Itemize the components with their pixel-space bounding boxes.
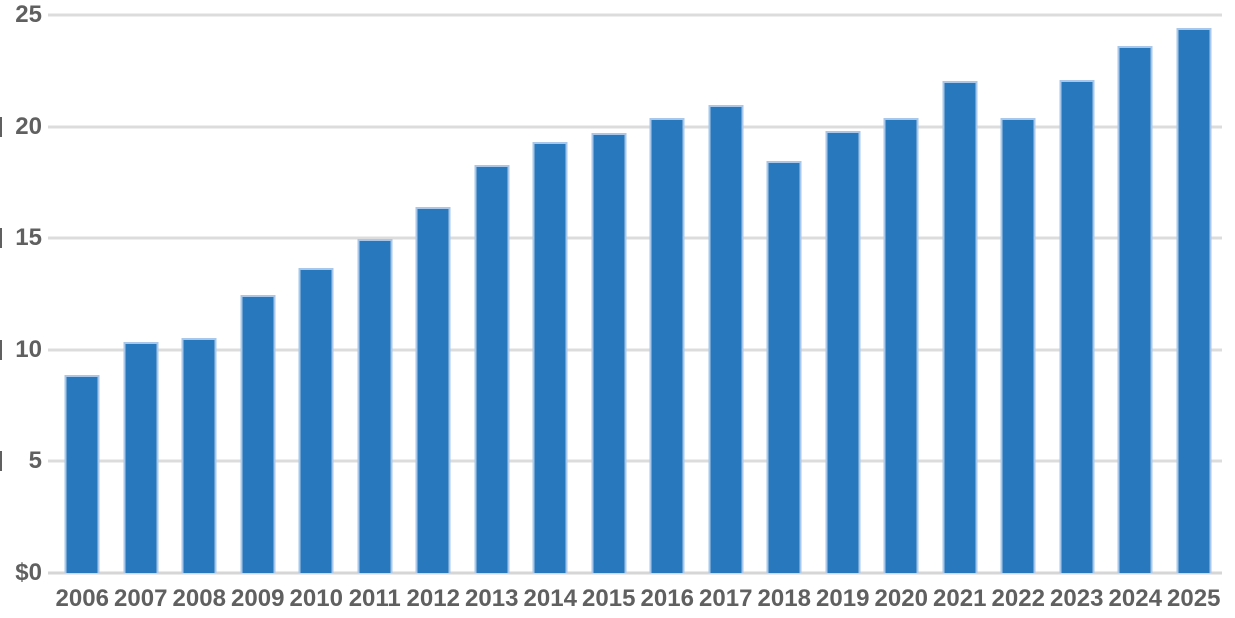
gridlines — [48, 13, 1222, 573]
bar-2023 — [1059, 79, 1095, 573]
x-tick-label-2020: 2020 — [874, 585, 928, 612]
bar-slot-2018 — [755, 15, 814, 573]
x-tick-label-2008: 2008 — [172, 585, 226, 612]
bar-slot-2017 — [697, 15, 756, 573]
y-tick-label-10: 10 — [15, 335, 42, 363]
x-tick-label-2019: 2019 — [816, 585, 870, 612]
bar-series — [53, 15, 1223, 573]
bar-slot-2025 — [1165, 15, 1224, 573]
x-tick-label-2007: 2007 — [114, 585, 168, 612]
gridline-20 — [48, 125, 1222, 129]
x-tick-label-2025: 2025 — [1167, 585, 1221, 612]
bar-slot-2006 — [53, 15, 112, 573]
bar-2011 — [357, 239, 393, 573]
x-tick-label-2009: 2009 — [231, 585, 285, 612]
bar-2024 — [1117, 46, 1153, 573]
x-axis-line — [48, 571, 1222, 575]
bar-2014 — [532, 142, 568, 573]
clipped-dollar-sign-10 — [0, 339, 2, 360]
x-axis-tick-labels: 2006 2007 2008 2009 2010 2011 2012 2013 2014 2015… — [53, 584, 1223, 614]
gridline-10 — [48, 348, 1222, 352]
bar-slot-2015 — [580, 15, 639, 573]
x-tick-label-2012: 2012 — [406, 585, 460, 612]
bar-slot-2009 — [229, 15, 288, 573]
bar-slot-2019 — [814, 15, 873, 573]
x-tick-label-2011: 2011 — [348, 585, 401, 612]
clipped-dollar-sign-5 — [0, 451, 2, 472]
bar-slot-2014 — [521, 15, 580, 573]
bar-slot-2008 — [170, 15, 229, 573]
x-tick-label-2015: 2015 — [582, 585, 636, 612]
bar-2010 — [298, 268, 334, 573]
bar-2025 — [1176, 28, 1212, 573]
y-tick-label-5: 5 — [28, 447, 42, 475]
bar-slot-2007 — [112, 15, 171, 573]
bar-2015 — [591, 133, 627, 573]
bar-slot-2024 — [1106, 15, 1165, 573]
gridline-15 — [48, 236, 1222, 240]
x-tick-label-2014: 2014 — [523, 585, 577, 612]
bar-2006 — [64, 375, 100, 573]
clipped-dollar-sign-20 — [0, 116, 2, 137]
bar-2019 — [825, 131, 861, 573]
bar-slot-2011 — [346, 15, 405, 573]
bar-2017 — [708, 105, 744, 573]
x-tick-label-2016: 2016 — [640, 585, 694, 612]
bar-2009 — [240, 295, 276, 573]
x-tick-label-2013: 2013 — [465, 585, 519, 612]
x-tick-label-2006: 2006 — [55, 585, 109, 612]
bar-slot-2016 — [638, 15, 697, 573]
bar-2013 — [474, 164, 510, 573]
bar-2008 — [181, 337, 217, 573]
bar-2018 — [766, 161, 802, 573]
bar-slot-2010 — [287, 15, 346, 573]
x-tick-label-2023: 2023 — [1050, 585, 1104, 612]
y-tick-label-20: 20 — [15, 112, 42, 140]
bar-slot-2021 — [931, 15, 990, 573]
bar-2021 — [942, 80, 978, 573]
bar-2012 — [415, 206, 451, 573]
bar-2022 — [1000, 117, 1036, 573]
bar-2007 — [123, 342, 159, 573]
x-tick-label-2024: 2024 — [1108, 585, 1162, 612]
bar-slot-2022 — [989, 15, 1048, 573]
bar-slot-2012 — [404, 15, 463, 573]
bar-slot-2020 — [872, 15, 931, 573]
y-tick-label-15: 15 — [15, 224, 42, 252]
x-tick-label-2010: 2010 — [289, 585, 343, 612]
x-tick-label-2018: 2018 — [757, 585, 811, 612]
gridline-25 — [48, 13, 1222, 17]
bar-2016 — [649, 117, 685, 573]
x-tick-label-2022: 2022 — [991, 585, 1045, 612]
y-tick-label-25: 25 — [15, 1, 42, 28]
bar-slot-2023 — [1048, 15, 1107, 573]
bar-2020 — [883, 117, 919, 573]
y-tick-label-0: $0 — [15, 559, 42, 586]
bar-slot-2013 — [463, 15, 522, 573]
x-tick-label-2017: 2017 — [699, 585, 753, 612]
x-tick-label-2021: 2021 — [933, 585, 987, 612]
gridline-5 — [48, 459, 1222, 463]
clipped-dollar-sign-15 — [0, 228, 2, 249]
